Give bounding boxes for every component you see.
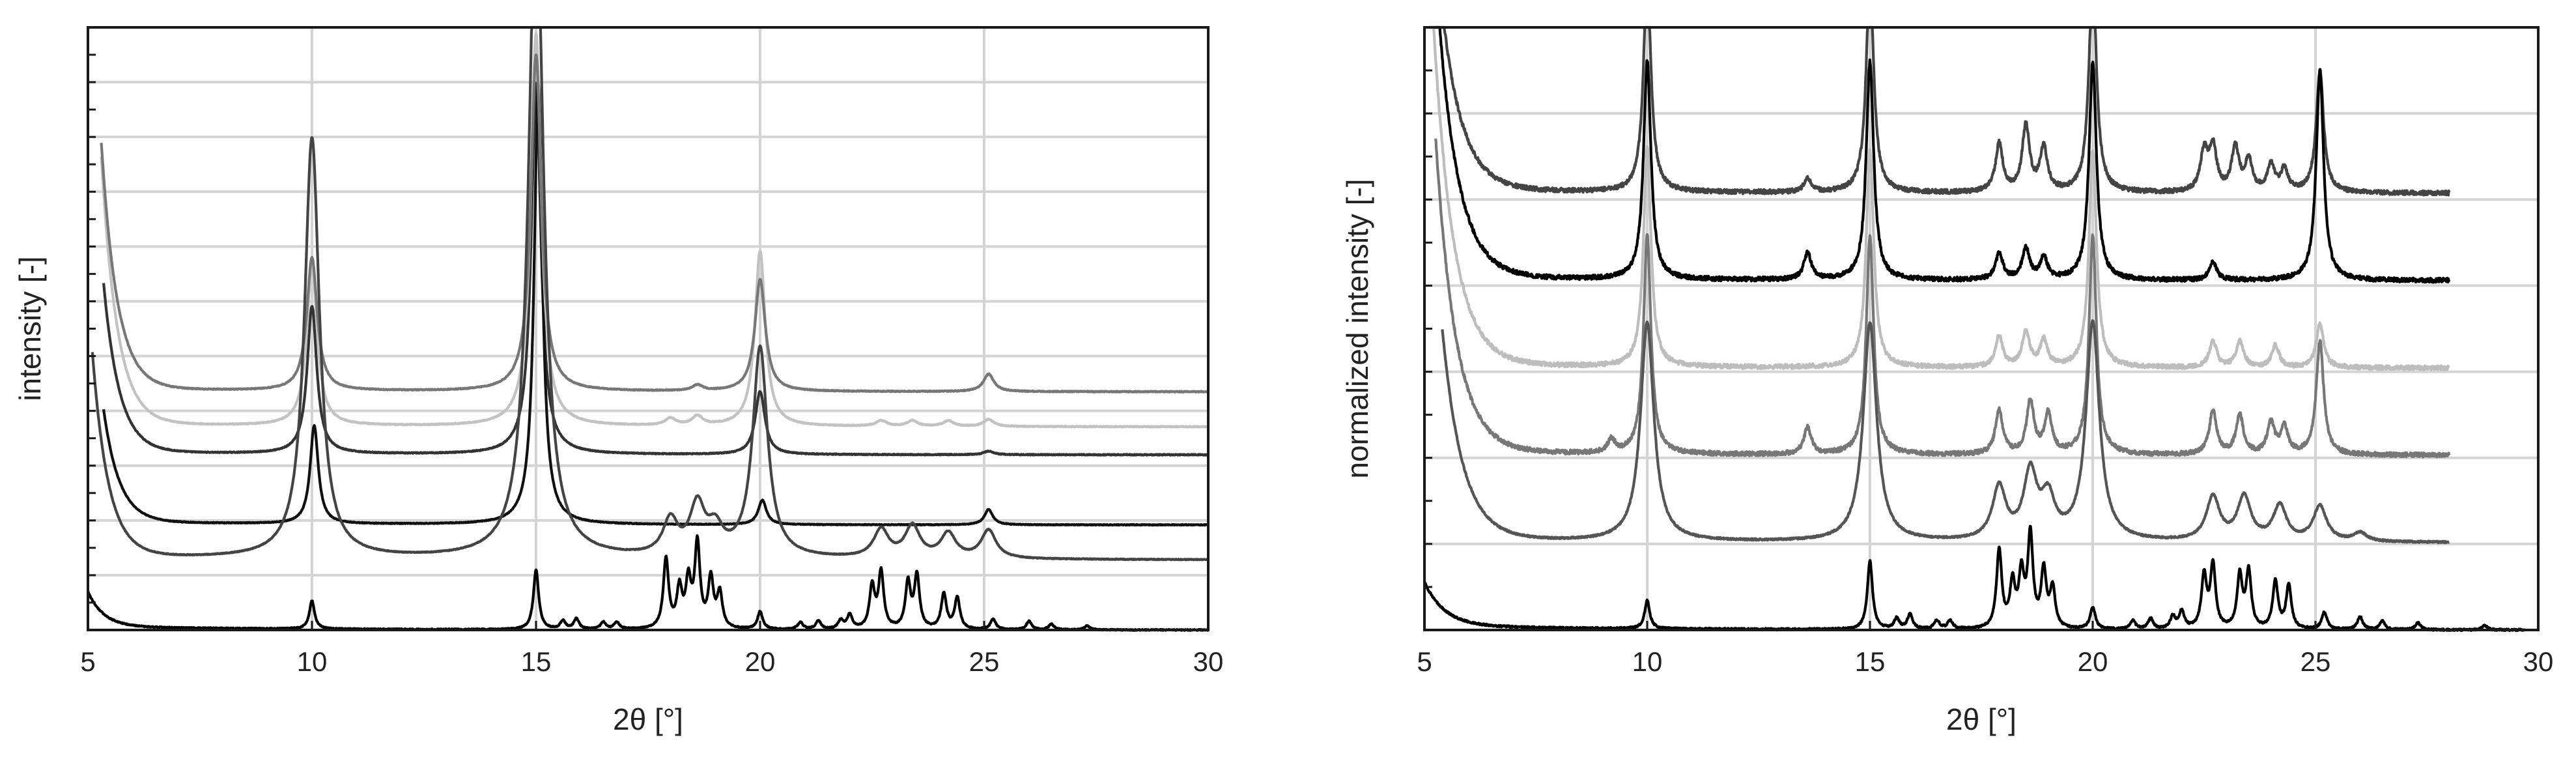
x-tick-label: 30	[1193, 646, 1224, 677]
x-axis-title: 2θ [°]	[613, 702, 683, 736]
x-tick-label: 15	[1855, 646, 1886, 677]
plot-frame	[87, 26, 1210, 631]
x-tick-label: 25	[2300, 646, 2331, 677]
y-axis-title: intensity [-]	[13, 256, 47, 401]
series-line-3	[100, 32, 1210, 429]
series-line-2	[102, 81, 1210, 527]
series-line-6	[1423, 524, 2526, 633]
x-tick-label: 20	[2078, 646, 2108, 677]
x-tick-label: 30	[2523, 646, 2554, 677]
series-line-4	[100, 53, 1210, 394]
x-tick-label: 25	[969, 646, 1000, 677]
series-line-3	[1432, 27, 2450, 371]
x-tick-label: 10	[1632, 646, 1663, 677]
x-tick-label: 5	[1417, 646, 1432, 677]
y-axis-title: normalized intensity [-]	[1340, 179, 1374, 478]
series-line-1	[102, 81, 1210, 457]
series-line-1	[1428, 25, 2451, 197]
x-axis-title: 2θ [°]	[1946, 702, 2017, 736]
x-tick-label: 20	[745, 646, 776, 677]
left-panel: 5 10 15 20 25 30 2θ [°] intensity [-]	[13, 25, 1224, 736]
series-line-2	[1434, 25, 2451, 284]
right-panel: 5 10 15 20 25 30 2θ [°] normalized intensity [-…	[1340, 25, 2554, 736]
x-tick-label: 5	[80, 646, 95, 677]
series-line-6	[87, 534, 1210, 632]
x-tick-label: 15	[521, 646, 552, 677]
series-line-5	[1441, 319, 2450, 545]
series-line-5	[91, 25, 1210, 562]
series-line-4	[1434, 138, 2451, 459]
x-tick-label: 10	[297, 646, 328, 677]
